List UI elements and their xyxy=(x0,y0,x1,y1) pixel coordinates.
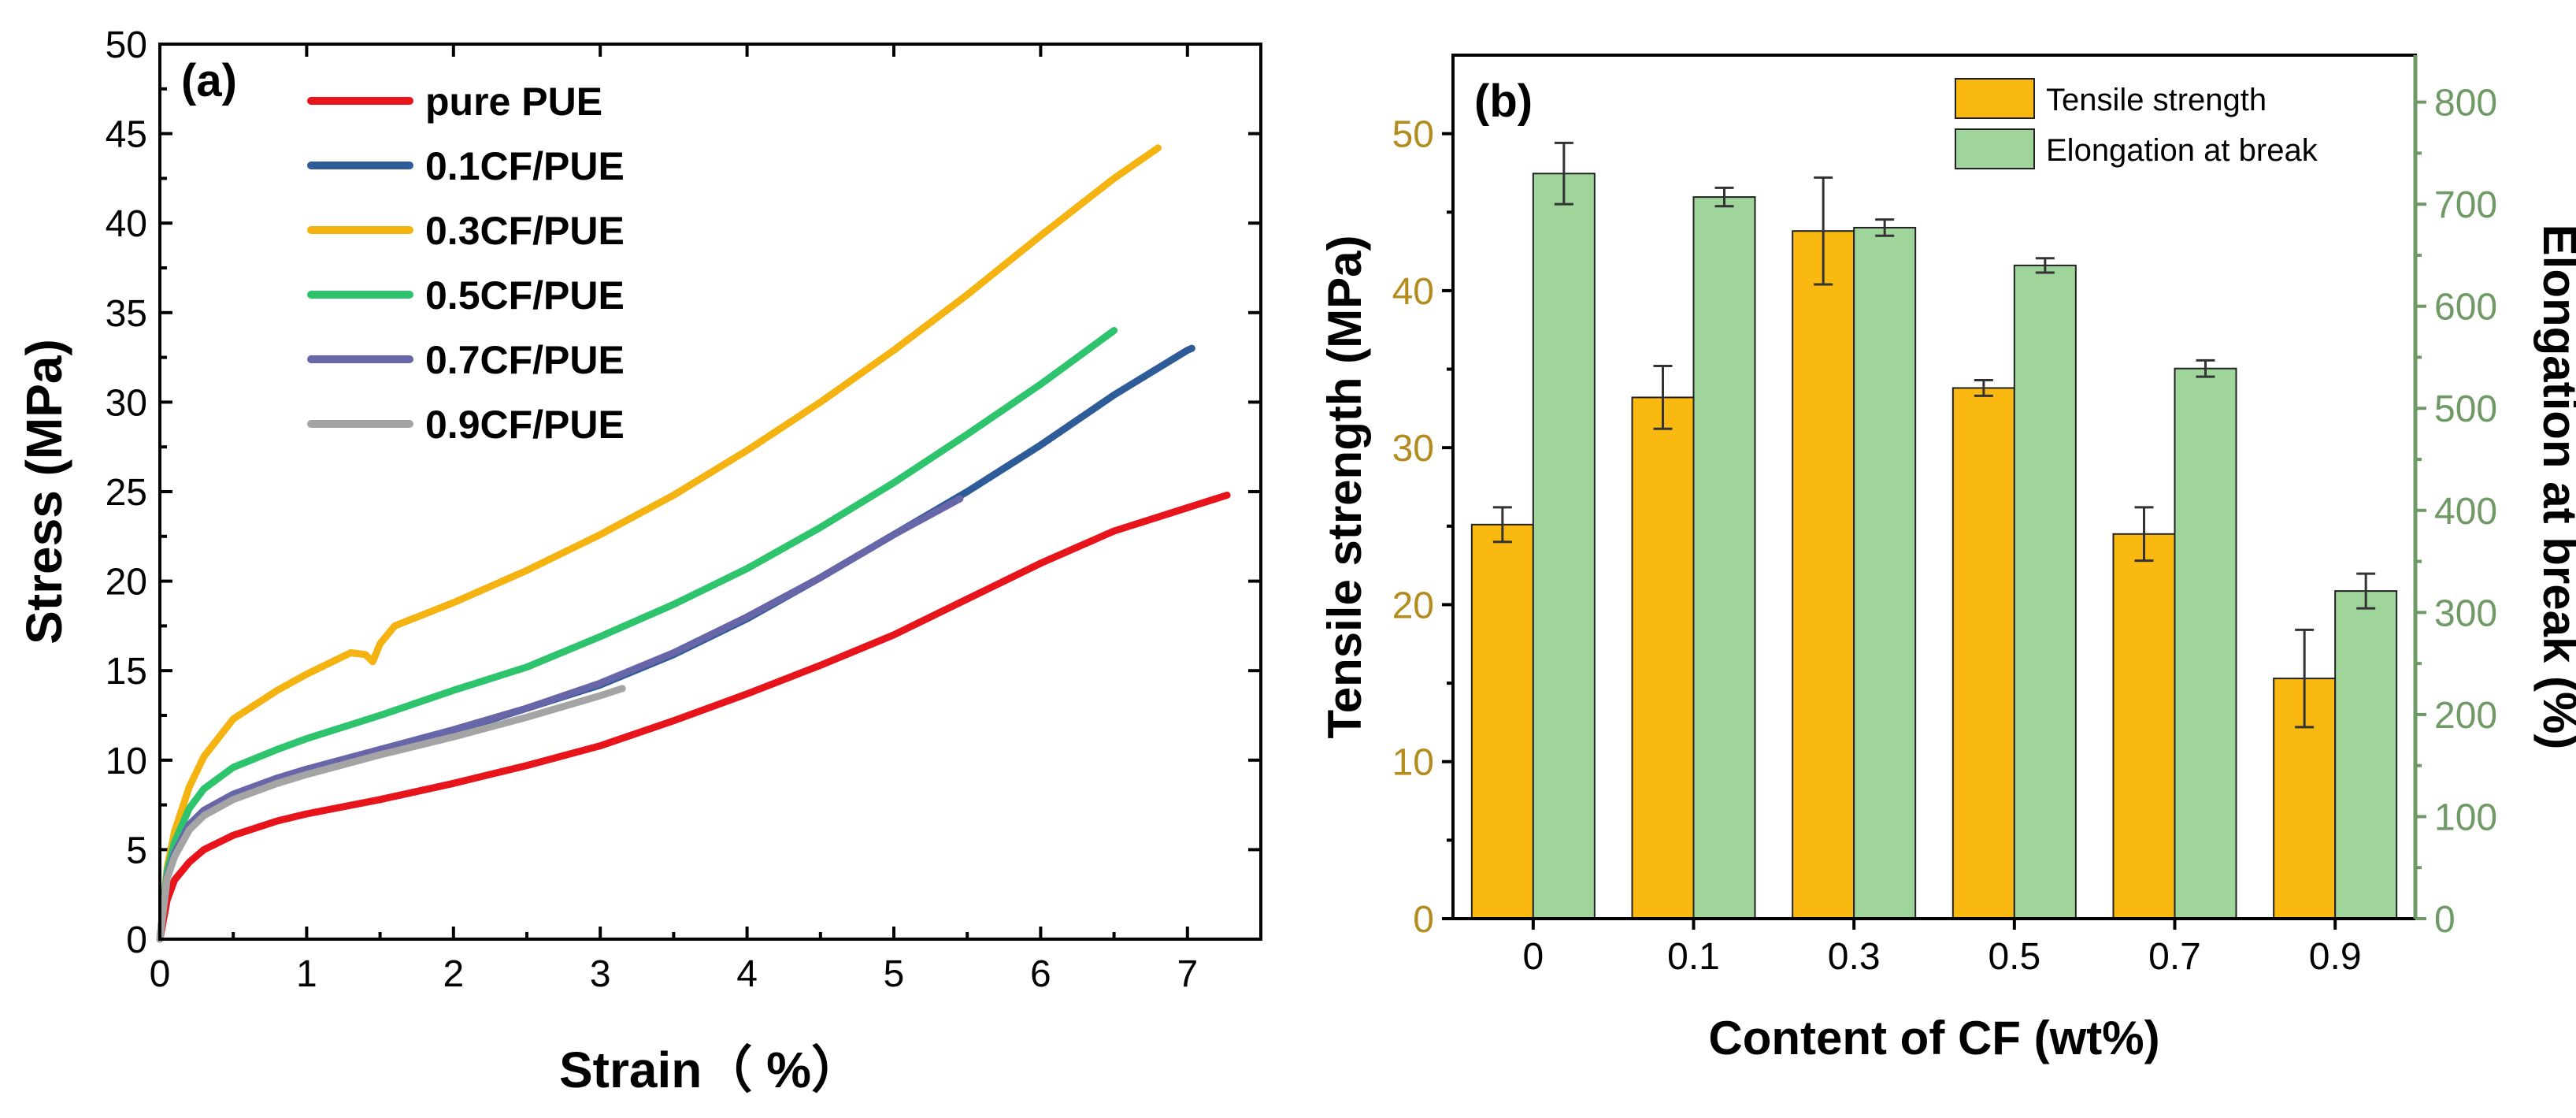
y-tick-label: 10 xyxy=(106,741,147,782)
y-tick-label: 20 xyxy=(106,562,147,604)
y-tick-label-right: 400 xyxy=(2434,491,2497,533)
legend-label-1: Elongation at break xyxy=(2046,133,2318,168)
x-tick-label: 0 xyxy=(1522,936,1544,978)
legend-label-3: 0.5CF/PUE xyxy=(425,273,625,318)
legend-swatch-0 xyxy=(1955,78,2035,119)
panel-a-y-axis-label: Stress (MPa) xyxy=(16,339,72,644)
legend-label-4: 0.7CF/PUE xyxy=(425,338,625,382)
bar-1-0 xyxy=(1532,173,1596,920)
series-line-1 xyxy=(156,344,1195,943)
x-tick-label: 2 xyxy=(443,953,464,995)
panel-b-label: (b) xyxy=(1474,76,1533,127)
y-tick-label: 30 xyxy=(106,382,147,424)
bar-0-0 xyxy=(1470,523,1534,919)
panel-b-error-bars xyxy=(1492,141,2376,729)
x-tick-label: 3 xyxy=(590,953,611,995)
y-tick-label: 25 xyxy=(106,472,147,514)
bar-0-2 xyxy=(1792,230,1855,920)
y-tick-label-right: 500 xyxy=(2434,388,2497,430)
panel-b-legend: Tensile strength Elongation at break xyxy=(1955,78,2318,169)
x-tick-label: 0.1 xyxy=(1667,936,1720,978)
x-tick-label: 4 xyxy=(736,953,758,995)
series-line-5 xyxy=(156,685,626,943)
bar-0-4 xyxy=(2112,533,2176,919)
panel-b-bar-chart: 0 0.1 0.3 0.5 0.7 0.9010203040500100200300400… xyxy=(1318,54,2576,1064)
bar-0-1 xyxy=(1631,396,1695,919)
y-tick-label-right: 200 xyxy=(2434,695,2497,737)
x-tick-label: 0.9 xyxy=(2309,936,2362,978)
y-tick-label: 15 xyxy=(106,651,147,693)
y-tick-label: 35 xyxy=(106,293,147,335)
legend-swatch-1 xyxy=(1955,128,2035,169)
panel-b-bars xyxy=(1470,173,2398,920)
panel-b-y-axis-label-right: Elongation at break (%) xyxy=(2533,225,2576,750)
bar-1-5 xyxy=(2334,590,2398,919)
panel-b-plot-frame xyxy=(1451,54,2417,920)
legend-label-5: 0.9CF/PUE xyxy=(425,403,625,447)
legend-label-2: 0.3CF/PUE xyxy=(425,209,625,253)
series-line-4 xyxy=(156,495,964,943)
panel-a-plot-frame xyxy=(158,43,1262,941)
x-tick-label: 7 xyxy=(1177,953,1198,995)
x-tick-label: 0.3 xyxy=(1828,936,1881,978)
y-tick-label-right: 0 xyxy=(2434,899,2456,941)
bar-1-3 xyxy=(2013,264,2077,919)
x-tick-label: 6 xyxy=(1030,953,1051,995)
panel-a-legend: pure PUE 0.1CF/PUE 0.3CF/PUE 0.5CF/PUE 0.7CF… xyxy=(307,80,625,447)
y-tick-label: 5 xyxy=(126,830,147,871)
y-tick-label-right: 100 xyxy=(2434,797,2497,838)
y-tick-label: 45 xyxy=(106,114,147,156)
y-tick-label-right: 300 xyxy=(2434,592,2497,634)
panel-a-series-lines xyxy=(156,144,1231,943)
series-line-2 xyxy=(156,144,1162,943)
panel-b-y-axis-label-left: Tensile strength (MPa) xyxy=(1318,236,1371,739)
bar-1-1 xyxy=(1692,196,1756,920)
x-tick-label: 1 xyxy=(296,953,317,995)
bar-0-3 xyxy=(1951,387,2015,919)
panel-b-axes: 0 0.1 0.3 0.5 0.7 0.9010203040500100200300400… xyxy=(1392,55,2497,978)
series-line-0 xyxy=(156,492,1231,943)
bar-1-2 xyxy=(1853,226,1917,919)
y-tick-label: 50 xyxy=(106,24,147,66)
panel-a-x-axis-label: Strain（ %） xyxy=(559,1042,862,1098)
series-line-3 xyxy=(156,327,1118,943)
legend-label-0: pure PUE xyxy=(425,80,602,124)
panel-a-label: (a) xyxy=(181,55,237,106)
y-tick-label-left: 20 xyxy=(1392,585,1434,626)
bar-1-4 xyxy=(2174,367,2237,919)
legend-label-0: Tensile strength xyxy=(2046,83,2267,117)
y-tick-label-left: 40 xyxy=(1392,271,1434,313)
y-tick-label-left: 0 xyxy=(1413,899,1434,941)
x-tick-label: 5 xyxy=(884,953,905,995)
y-tick-label-left: 50 xyxy=(1392,114,1434,156)
x-tick-label: 0 xyxy=(150,953,171,995)
y-tick-label-left: 10 xyxy=(1392,742,1434,784)
y-tick-label-right: 600 xyxy=(2434,287,2497,329)
y-tick-label-left: 30 xyxy=(1392,428,1434,470)
y-tick-label: 0 xyxy=(126,919,147,961)
legend-label-1: 0.1CF/PUE xyxy=(425,144,625,188)
x-tick-label: 0.5 xyxy=(1988,936,2040,978)
x-tick-label: 0.7 xyxy=(2148,936,2201,978)
y-tick-label: 40 xyxy=(106,203,147,245)
y-tick-label-right: 700 xyxy=(2434,184,2497,226)
y-tick-label-right: 800 xyxy=(2434,83,2497,124)
panel-b-x-axis-label: Content of CF (wt%) xyxy=(1708,1012,2159,1064)
panel-a-axes xyxy=(158,43,1261,941)
